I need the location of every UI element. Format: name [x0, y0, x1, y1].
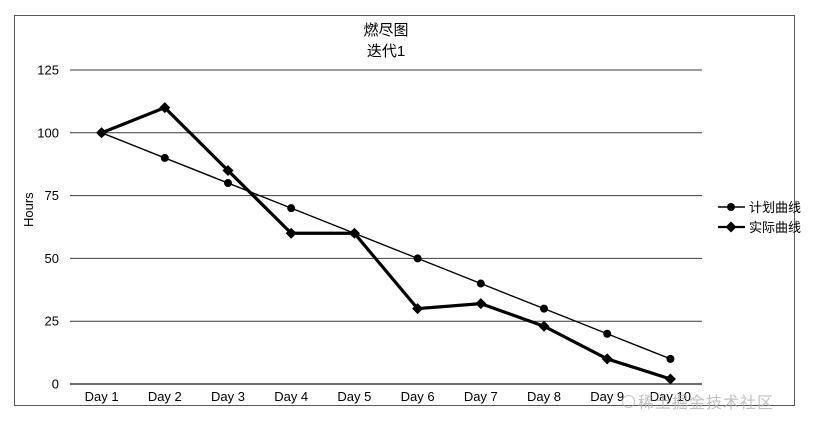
planned-data-point — [666, 354, 675, 363]
actual-data-point — [538, 320, 550, 332]
y-tick-label: 125 — [37, 63, 59, 78]
x-tick-label: Day 5 — [337, 389, 371, 404]
x-tick-label: Day 1 — [85, 389, 119, 404]
x-tick-label: Day 9 — [590, 389, 624, 404]
legend-item-planned: 计划曲线 — [718, 197, 801, 216]
y-tick-label: 50 — [45, 251, 59, 266]
x-tick-label: Day 10 — [650, 389, 691, 404]
planned-data-point — [476, 279, 485, 288]
y-tick-label: 75 — [45, 188, 59, 203]
actual-data-point — [222, 164, 234, 176]
planned-data-point — [603, 329, 612, 338]
actual-data-point — [664, 373, 676, 385]
planned-series-line — [101, 132, 671, 360]
planned-data-point — [540, 304, 548, 313]
watermark: 稀土掘金技术社区 — [622, 389, 774, 413]
x-tick-label: Day 7 — [464, 389, 498, 404]
actual-data-point — [285, 227, 297, 239]
legend-label-actual: 实际曲线 — [749, 220, 802, 235]
circle-marker-icon — [718, 202, 745, 211]
planned-data-point — [287, 204, 296, 213]
chart-subtitle: 迭代1 — [366, 43, 406, 60]
chart-title: 燃尽图 — [363, 22, 409, 39]
planned-data-point — [413, 254, 422, 263]
x-tick-label: Day 4 — [274, 389, 308, 404]
y-tick-label: 25 — [45, 314, 59, 329]
chart-title-block: 燃尽图 迭代1 — [70, 20, 702, 62]
actual-data-point — [96, 127, 108, 139]
actual-series-line — [101, 105, 671, 381]
x-tick-label: Day 3 — [211, 389, 245, 404]
actual-data-point — [601, 353, 613, 365]
diamond-marker-icon — [718, 221, 745, 232]
x-tick-label: Day 6 — [401, 389, 435, 404]
x-tick-label: Day 2 — [148, 389, 182, 404]
chart-legend: 计划曲线 实际曲线 — [718, 197, 801, 236]
actual-data-point — [159, 102, 171, 114]
legend-label-planned: 计划曲线 — [749, 200, 802, 215]
actual-data-point — [348, 227, 360, 239]
chart-border-frame — [14, 15, 795, 406]
y-tick-label: 0 — [52, 377, 59, 392]
y-axis-title: Hours — [21, 192, 36, 227]
planned-data-point — [160, 153, 169, 162]
watermark-logo-icon — [622, 394, 635, 408]
watermark-text: 稀土掘金技术社区 — [638, 395, 775, 412]
planned-data-point — [224, 179, 232, 188]
y-tick-label: 100 — [37, 125, 59, 140]
legend-item-actual: 实际曲线 — [718, 217, 801, 236]
x-tick-label: Day 8 — [527, 389, 561, 404]
actual-data-point — [412, 303, 424, 315]
actual-data-point — [475, 298, 487, 310]
